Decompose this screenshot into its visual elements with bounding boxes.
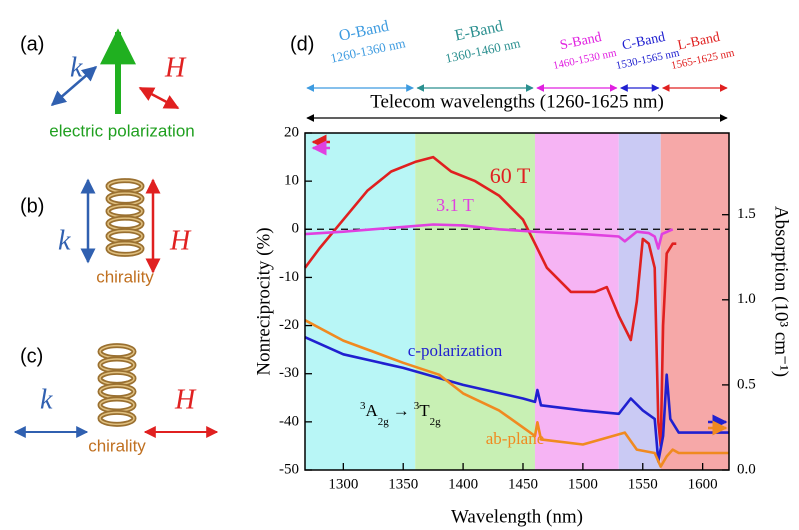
h-label: H [174,384,197,415]
x-tick-label: 1550 [628,476,658,492]
helix [100,346,134,425]
k-label: k [40,384,53,415]
h-label: H [164,52,187,83]
k-label: k [58,225,71,256]
h-label: H [169,225,192,256]
x-tick-label: 1400 [448,476,478,492]
panel-label: (b) [20,195,44,217]
h-arrow [140,88,178,108]
panel-label: (d) [290,33,314,55]
band [535,133,619,470]
series-label: 3.1 T [436,195,474,215]
helix [108,181,142,255]
caption: chirality [96,267,154,286]
y2-tick-label: 0.5 [737,376,756,392]
transition-part: A [366,401,379,420]
y-tick-label: 20 [284,124,299,140]
y-tick-label: 0 [292,221,300,237]
panel-b: (b) k H chirality [20,180,192,286]
caption: electric polarization [49,121,195,140]
y-tick-label: -10 [279,269,299,285]
y2-axis-label: Absorption (10³ cm⁻¹) [771,206,792,377]
y-axis-label: Nonreciprocity (%) [253,227,274,375]
y-tick-label: -20 [279,317,299,333]
series-label: ab-plane [486,429,545,448]
telecom-label: Telecom wavelengths (1260-1625 nm) [370,91,664,112]
x-tick-label: 1350 [388,476,418,492]
x-axis-label: Wavelength (nm) [451,506,583,527]
caption: chirality [88,436,146,455]
panel-label: (a) [20,33,44,55]
transition-part: T [419,401,430,420]
band-name: S-Band [559,30,603,53]
transition-part: 2g [378,416,390,428]
x-tick-label: 1500 [568,476,598,492]
y-tick-label: -40 [279,413,299,429]
panel-label: (c) [20,345,43,367]
series-label: 60 T [490,163,531,188]
series-label: c-polarization [408,341,503,360]
y-tick-label: -30 [279,365,299,381]
y2-tick-label: 1.5 [737,206,756,222]
transition-part: → [393,401,410,420]
panel-a: (a) k H electric polarization [20,32,195,140]
figure: (a) k H electric polarization (b) k H ch… [0,0,799,530]
y2-tick-label: 0.0 [737,461,756,477]
transition-part: 2g [430,416,442,428]
y-tick-label: -50 [279,461,299,477]
x-tick-label: 1600 [688,476,718,492]
panel-c: (c) k H chirality [15,345,217,455]
x-tick-label: 1450 [508,476,538,492]
y-tick-label: 10 [284,173,299,189]
y2-tick-label: 1.0 [737,291,756,307]
x-tick-label: 1300 [328,476,358,492]
